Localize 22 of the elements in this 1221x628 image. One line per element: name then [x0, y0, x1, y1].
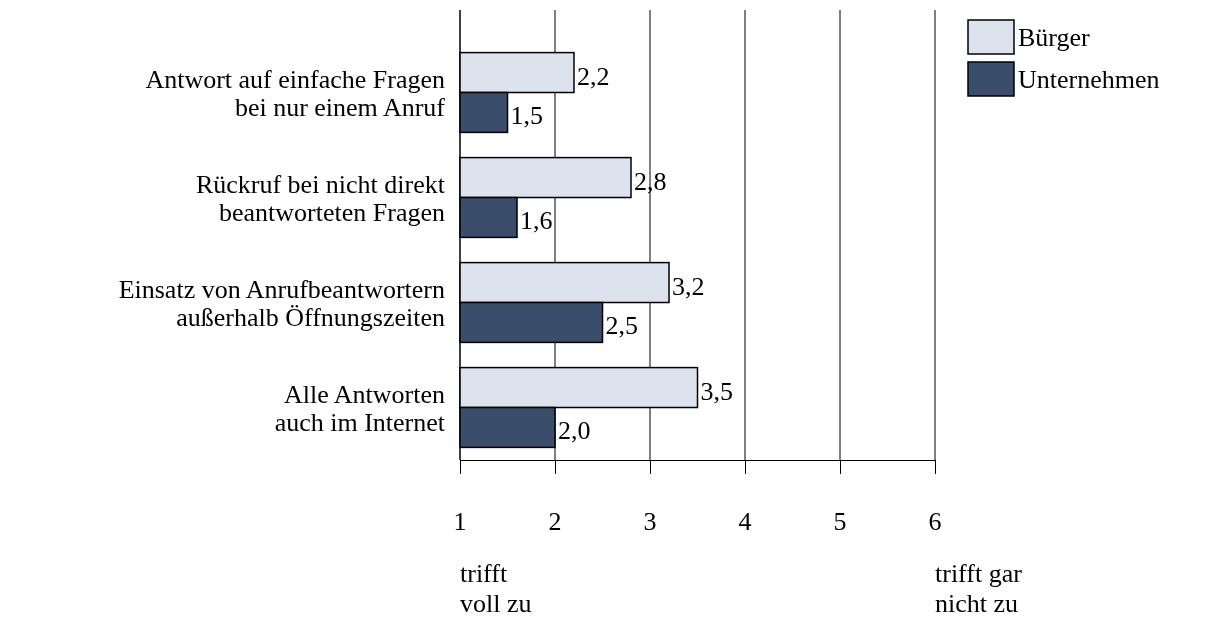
y-tick-label: Rückruf bei nicht direkt beantworteten Fragen — [195, 169, 446, 227]
data-label: 1,5 — [510, 101, 543, 131]
x-tick-label: 4 — [738, 507, 752, 536]
x-tick-label: 2 — [548, 507, 562, 536]
x-tick-label: 1 — [453, 507, 467, 536]
y-tick-label: Antwort auf einfache Fragen bei nur einem Anruf — [145, 64, 446, 122]
data-label: 2,2 — [577, 61, 610, 91]
x-tick-label: 6 — [928, 507, 942, 536]
legend-label: Bürger — [1018, 23, 1091, 52]
data-label: 2,8 — [634, 166, 667, 196]
y-tick-label: Einsatz von Anrufbeantwortern außerhalb Öffnungszeiten — [118, 274, 445, 332]
y-tick-label: Alle Antworten auch im Internet — [274, 379, 446, 437]
data-label: 1,6 — [520, 206, 553, 236]
data-label: 3,2 — [672, 271, 705, 301]
data-label: 2,5 — [605, 311, 638, 341]
text: trifft voll zu — [460, 559, 532, 618]
text: trifft gar nicht zu — [935, 559, 1023, 618]
x-tick-label: 3 — [643, 507, 657, 536]
legend-label: Unternehmen — [1018, 65, 1160, 94]
x-tick-label: 5 — [833, 507, 847, 536]
data-label: 3,5 — [700, 376, 733, 406]
data-label: 2,0 — [558, 416, 591, 446]
